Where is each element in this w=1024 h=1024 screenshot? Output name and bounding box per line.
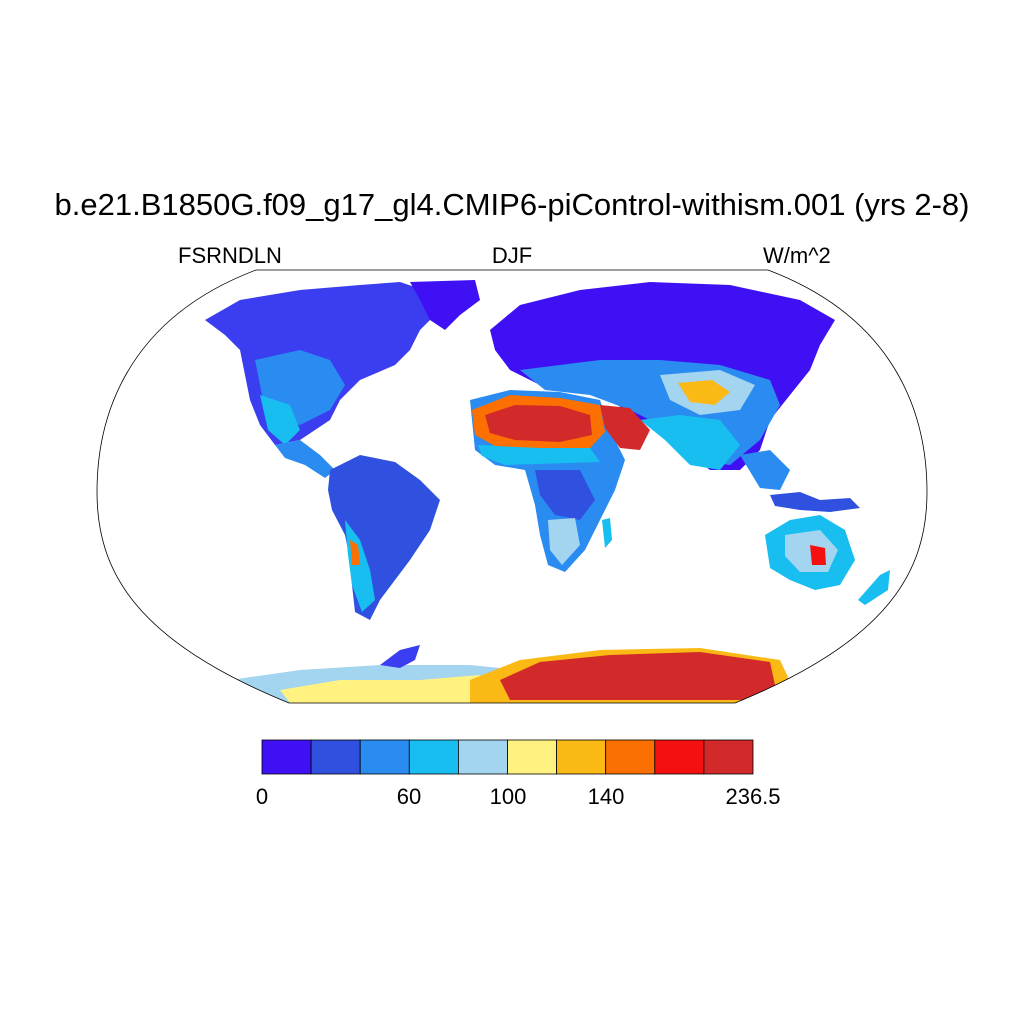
- colorbar-label-60: 60: [396, 784, 422, 809]
- colorbar-box-7: [605, 739, 656, 775]
- colorbar: [261, 739, 754, 775]
- colorbar-box-5: [507, 739, 557, 775]
- arabian-peninsula: [600, 405, 650, 450]
- colorbar-label-100: 100: [489, 784, 527, 809]
- indonesia-islands: [770, 492, 860, 512]
- greenland-landmass: [410, 280, 480, 330]
- madagascar: [602, 518, 612, 548]
- new-zealand: [858, 570, 890, 605]
- sahara-core: [485, 405, 592, 442]
- asia-south: [640, 415, 740, 470]
- colorbar-box-4: [457, 739, 508, 775]
- central-america-landmass: [275, 440, 335, 478]
- colorbar-box-6: [556, 739, 607, 775]
- plot-title: b.e21.B1850G.f09_g17_gl4.CMIP6-piControl…: [54, 187, 970, 222]
- colorbar-box-8: [654, 739, 705, 775]
- antarctica-shelf: [280, 675, 500, 703]
- colorbar-box-9: [703, 739, 754, 775]
- map-border: [96, 269, 928, 704]
- kalahari-region: [548, 518, 580, 565]
- south-america-landmass: [328, 455, 440, 620]
- colorbar-box-1: [310, 739, 361, 775]
- antarctica-east: [500, 652, 775, 700]
- antarctica-peninsula: [380, 645, 420, 668]
- variable-label: FSRNDLN: [178, 243, 282, 268]
- season-label: DJF: [491, 243, 533, 268]
- andes-hotspot: [350, 540, 360, 565]
- australia-hotspot: [810, 545, 826, 565]
- map-canvas: [180, 280, 890, 703]
- tibetan-plateau-core: [678, 380, 730, 405]
- colorbar-label-max: 236.5: [725, 784, 781, 809]
- colorbar-label-140: 140: [587, 784, 625, 809]
- units-label: W/m^2: [763, 243, 831, 268]
- colorbar-box-3: [408, 739, 459, 775]
- southeast-asia: [740, 450, 790, 490]
- colorbar-box-2: [359, 739, 410, 775]
- north-america-southwest: [260, 395, 300, 445]
- central-africa: [535, 470, 595, 520]
- sahel-band: [478, 445, 600, 465]
- colorbar-box-0: [261, 739, 312, 775]
- colorbar-label-0: 0: [255, 784, 269, 809]
